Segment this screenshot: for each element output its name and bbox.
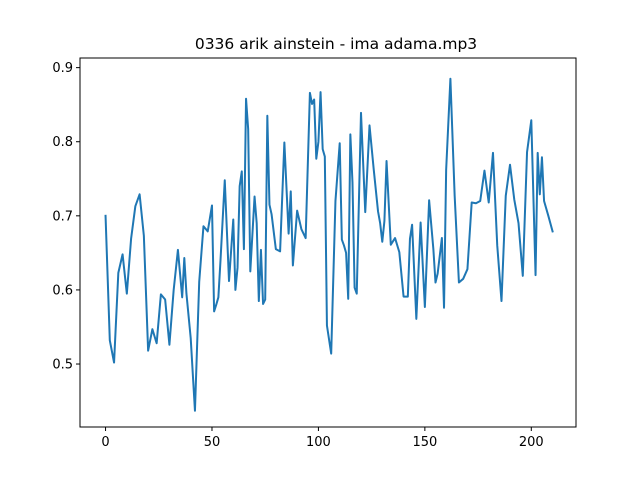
y-tick-label: 0.7: [52, 209, 73, 224]
x-tick-label: 0: [101, 435, 109, 450]
y-axis: 0.5 0.6 0.7 0.8 0.9: [52, 61, 80, 373]
chart-title: 0336 arik ainstein - ima adama.mp3: [195, 35, 477, 53]
x-axis: 0 50 100 150 200: [101, 427, 544, 450]
y-tick-label: 0.5: [52, 358, 73, 373]
x-tick-label: 200: [519, 435, 544, 450]
y-tick-label: 0.9: [52, 61, 73, 76]
x-tick-label: 50: [204, 435, 221, 450]
plot-area: 0 50 100 150 200 0.5 0.6 0.7 0.8 0.9: [52, 57, 577, 450]
y-tick-label: 0.8: [52, 135, 73, 150]
series-line: [104, 77, 554, 412]
y-tick-label: 0.6: [52, 283, 73, 298]
x-tick-label: 100: [306, 435, 331, 450]
x-tick-label: 150: [412, 435, 437, 450]
series-layer: [104, 77, 554, 412]
axes-frame: [79, 57, 577, 428]
